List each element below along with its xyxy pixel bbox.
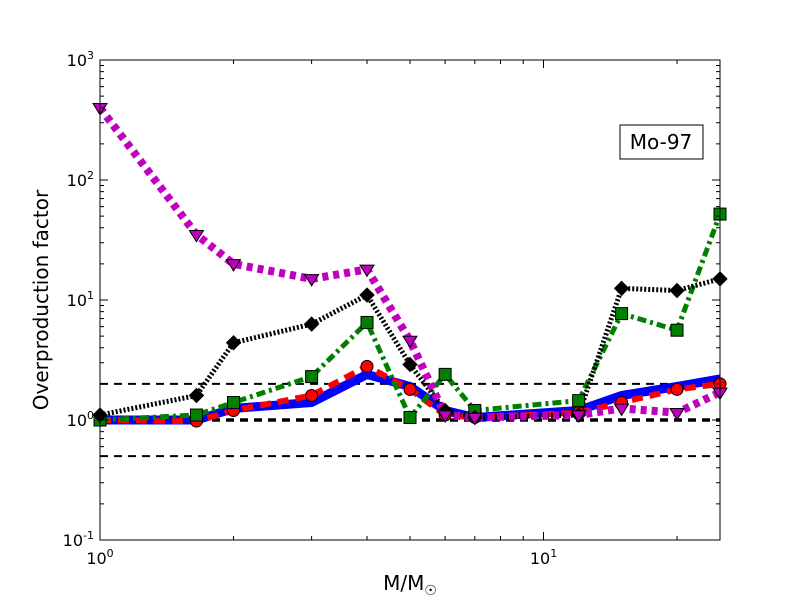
- y-tick-label-4: 103: [67, 49, 94, 70]
- series-2-point-9: [615, 307, 629, 321]
- x-axis-label: M/M☉: [383, 571, 437, 599]
- marker-layer: [92, 103, 728, 428]
- x-axis-label-subscript: ☉: [424, 583, 437, 599]
- y-tick-label-2: 101: [67, 289, 94, 310]
- series-1-point-5: [403, 382, 417, 396]
- series-4-point-9: [613, 403, 630, 417]
- series-4-point-6: [437, 410, 454, 423]
- series-4-point-3: [303, 274, 320, 287]
- series-4-point-4: [359, 264, 375, 278]
- series-2-point-2: [227, 395, 241, 409]
- annotation-box: Mo-97: [619, 124, 704, 160]
- x-tick-label-1: 101: [530, 547, 557, 568]
- series-3-point-10: [669, 282, 685, 299]
- y-axis-label: Overproduction factor: [29, 189, 53, 410]
- series-1-point-4: [360, 359, 374, 373]
- series-4-point-5: [402, 335, 418, 349]
- series-2-point-8: [572, 394, 586, 408]
- series-2-point-5: [403, 410, 417, 424]
- series-line-3: [100, 276, 720, 420]
- annotation-label: Mo-97: [630, 130, 693, 154]
- series-1-point-3: [305, 389, 319, 403]
- y-tick-label-3: 102: [67, 169, 94, 190]
- series-2-point-3: [305, 370, 319, 384]
- x-tick-label-0: 100: [86, 547, 113, 568]
- series-line-4: [100, 105, 720, 422]
- series-2-point-1: [189, 408, 203, 422]
- series-2-point-6: [438, 367, 452, 381]
- series-3-point-1: [188, 387, 205, 404]
- series-4-point-2: [225, 259, 242, 272]
- series-4-point-1: [188, 230, 205, 243]
- annotation-frame: [619, 124, 704, 160]
- series-3-point-5: [402, 356, 418, 373]
- series-1-point-10: [670, 382, 684, 396]
- series-3-point-9: [613, 280, 630, 297]
- series-3-point-2: [225, 335, 242, 351]
- series-2-point-10: [670, 323, 684, 337]
- y-tick-label-1: 100: [67, 409, 94, 430]
- y-tick-label-0: 10-1: [63, 529, 94, 550]
- series-2-point-4: [360, 315, 374, 329]
- series-4-point-10: [669, 408, 685, 421]
- series-3-point-4: [359, 287, 375, 303]
- series-4-point-7: [466, 412, 483, 426]
- series-3-point-3: [303, 316, 320, 332]
- series-4-point-8: [570, 410, 587, 423]
- series-line-2: [100, 213, 720, 423]
